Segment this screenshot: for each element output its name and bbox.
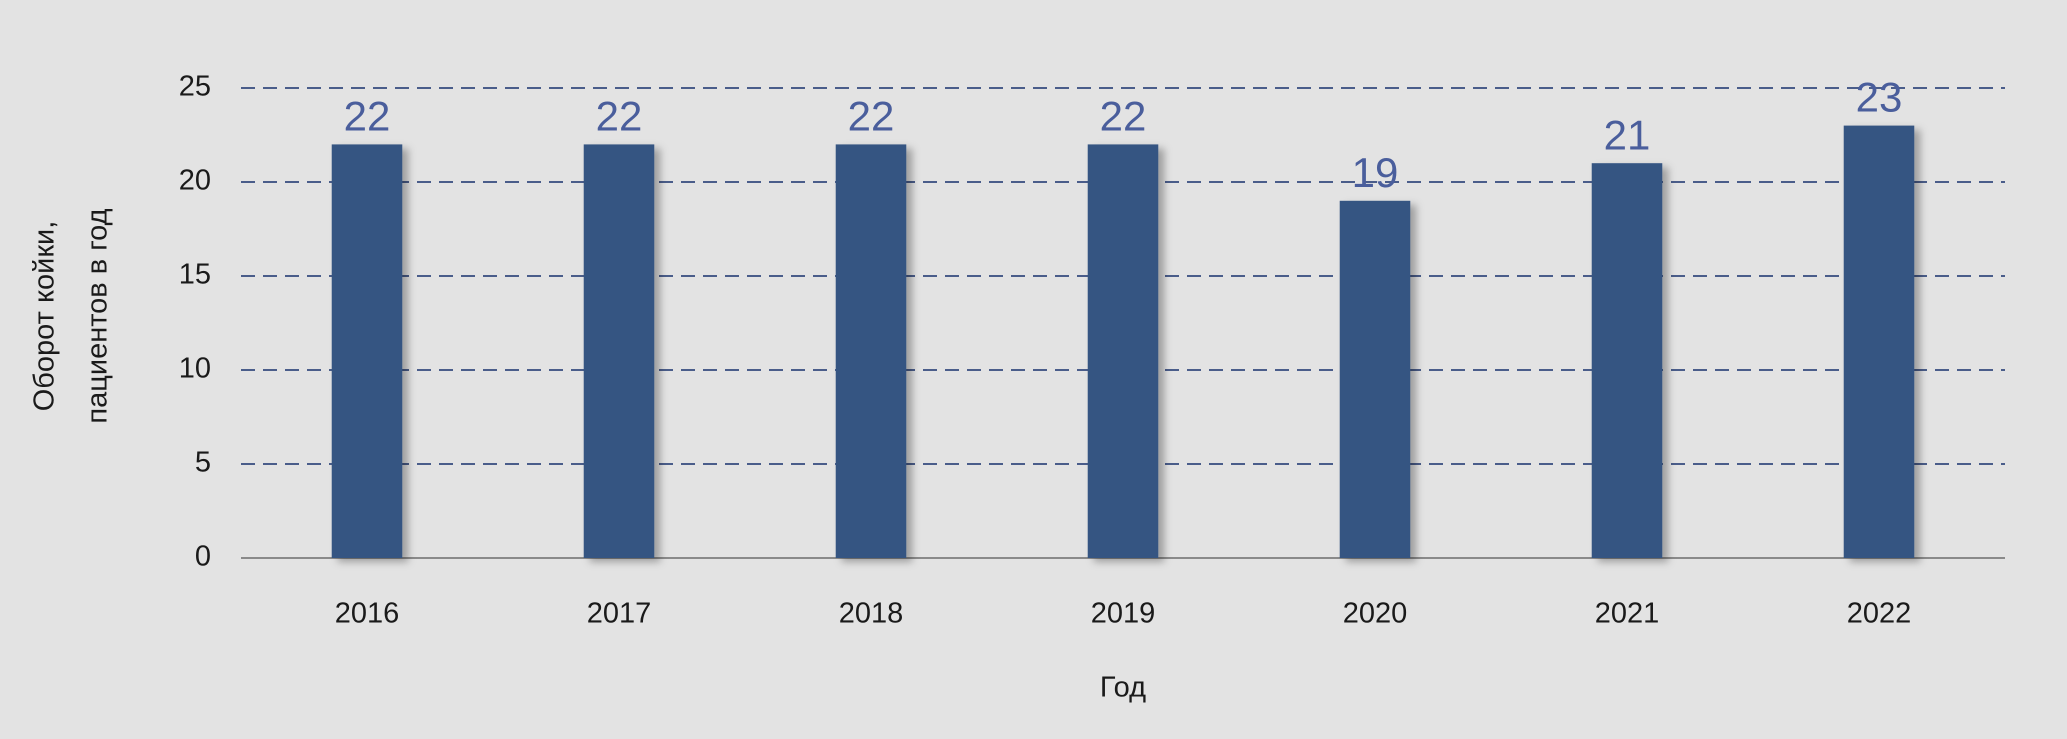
data-label: 22 — [344, 92, 391, 139]
data-label: 22 — [596, 92, 643, 139]
bar — [1591, 163, 1663, 558]
y-tick-label: 10 — [179, 353, 211, 385]
y-tick-label: 15 — [179, 259, 211, 291]
x-tick-label: 2017 — [587, 598, 652, 630]
x-axis-title: Год — [1100, 672, 1146, 704]
data-label: 19 — [1352, 149, 1399, 196]
bar — [331, 144, 403, 558]
bar — [1087, 144, 1159, 558]
bar — [583, 144, 655, 558]
y-tick-label: 5 — [195, 447, 211, 479]
y-tick-label: 0 — [195, 541, 211, 573]
y-axis-title: пациентов в год — [82, 208, 114, 423]
y-tick-label: 20 — [179, 165, 211, 197]
y-axis-title: Оборот койки, — [29, 221, 61, 412]
x-tick-label: 2019 — [1091, 598, 1156, 630]
x-tick-label: 2018 — [839, 598, 904, 630]
bar — [835, 144, 907, 558]
y-tick-label: 25 — [179, 71, 211, 103]
bar — [1843, 125, 1915, 558]
data-label: 22 — [1100, 92, 1147, 139]
x-tick-label: 2021 — [1595, 598, 1660, 630]
bar — [1339, 200, 1411, 559]
data-label: 22 — [848, 92, 895, 139]
x-tick-label: 2020 — [1343, 598, 1408, 630]
data-label: 21 — [1604, 111, 1651, 158]
data-label: 23 — [1856, 74, 1903, 121]
x-tick-label: 2022 — [1847, 598, 1912, 630]
x-tick-label: 2016 — [335, 598, 400, 630]
